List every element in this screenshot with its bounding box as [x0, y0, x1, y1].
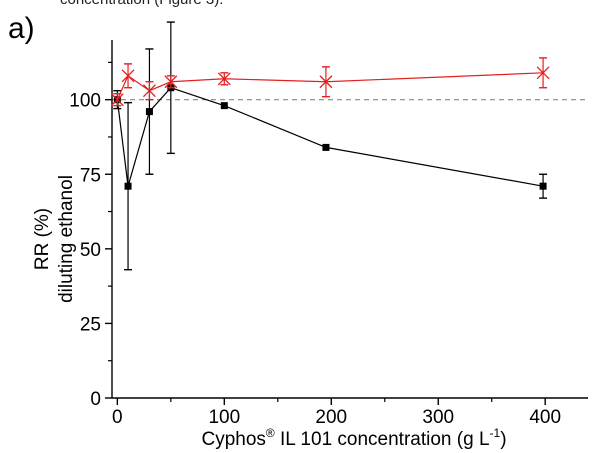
data-point — [142, 84, 156, 98]
y-tick-label: 75 — [80, 165, 101, 186]
x-tick-label: 200 — [315, 407, 347, 428]
y-tick-label: 25 — [80, 314, 101, 335]
panel-label: a) — [8, 12, 35, 45]
x-axis-label: Cyphos® IL 101 concentration (g L-1) — [201, 426, 506, 450]
data-point — [220, 102, 228, 110]
data-point — [539, 182, 547, 190]
y-tick-label: 100 — [69, 91, 101, 112]
x-tick-label: 100 — [208, 407, 240, 428]
body-text-fragment: concentration (Figure 3). — [60, 0, 223, 8]
axes — [111, 40, 588, 399]
data-point — [110, 93, 124, 107]
y-tick-label: 0 — [90, 389, 101, 410]
y-tick-label: 50 — [80, 240, 101, 261]
x-tick-label: 400 — [529, 407, 561, 428]
data-point — [164, 75, 178, 89]
y-axis-label-line2: diluting ethanol — [56, 175, 77, 303]
data-point — [121, 69, 135, 83]
series-line — [116, 87, 544, 187]
y-axis-label: RR (%) — [32, 208, 53, 270]
data-point — [319, 75, 333, 89]
series-2 — [110, 57, 550, 107]
data-point — [536, 66, 550, 80]
data-point — [217, 72, 231, 86]
data-point — [145, 108, 153, 116]
x-tick-label: 300 — [422, 407, 454, 428]
series-1 — [113, 21, 548, 271]
data-point — [124, 182, 132, 190]
data-point — [322, 143, 330, 151]
x-tick-label: 0 — [112, 407, 123, 428]
